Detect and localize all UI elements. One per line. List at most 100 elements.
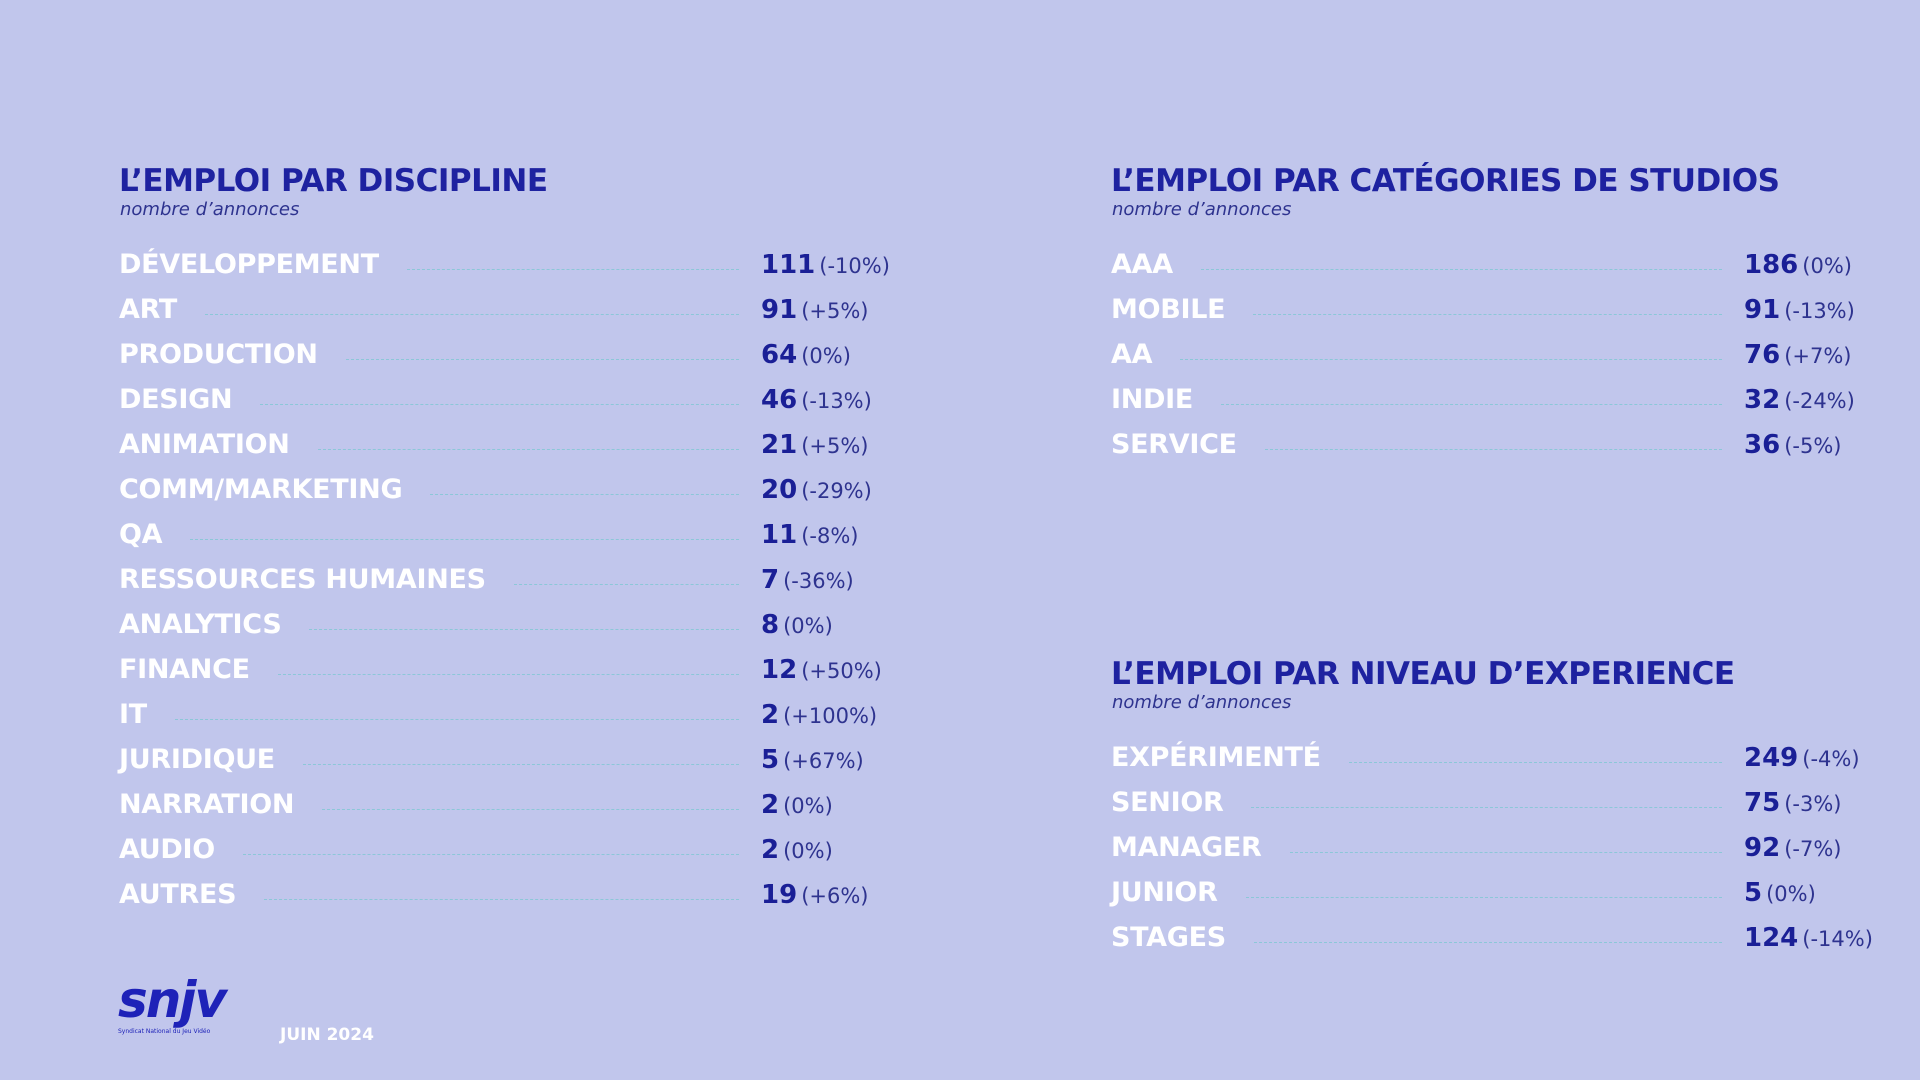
row-value: 32 (-24%) <box>1744 383 1855 420</box>
row-change: (+50%) <box>801 659 882 683</box>
leader-line <box>309 629 739 630</box>
discipline-title: L’EMPLOI PAR DISCIPLINE <box>119 163 548 199</box>
row-value: 5 (0%) <box>1744 876 1816 913</box>
row-value: 12 (+50%) <box>761 653 882 690</box>
leader-line <box>175 719 739 720</box>
table-row: AAA 186 (0%) <box>1111 248 1891 293</box>
row-change: (0%) <box>1802 254 1852 278</box>
row-change: (-5%) <box>1784 434 1842 458</box>
row-count: 11 <box>761 520 798 550</box>
row-label: INDIE <box>1111 384 1194 415</box>
row-label: IT <box>119 699 147 730</box>
table-row: PRODUCTION 64 (0%) <box>119 338 879 383</box>
table-row: AUTRES 19 (+6%) <box>119 878 879 923</box>
row-value: 2 (0%) <box>761 833 833 870</box>
row-label: EXPÉRIMENTÉ <box>1111 742 1321 773</box>
row-count: 32 <box>1744 385 1781 415</box>
row-change: (+67%) <box>783 749 864 773</box>
discipline-subtitle: nombre d’annonces <box>120 199 300 220</box>
row-label: MOBILE <box>1111 294 1226 325</box>
leader-line <box>514 584 739 585</box>
row-value: 76 (+7%) <box>1744 338 1851 375</box>
leader-line <box>1265 449 1722 450</box>
leader-line <box>407 269 739 270</box>
row-label: AUTRES <box>119 879 237 910</box>
studios-rows: AAA 186 (0%) MOBILE 91 (-13%) AA 76 (+7%) INDIE 32… <box>1111 248 1891 473</box>
row-change: (-10%) <box>819 254 890 278</box>
table-row: EXPÉRIMENTÉ 249 (-4%) <box>1111 741 1891 786</box>
row-label: RESSOURCES HUMAINES <box>119 564 486 595</box>
row-label: PRODUCTION <box>119 339 318 370</box>
row-label: MANAGER <box>1111 832 1262 863</box>
row-value: 2 (0%) <box>761 788 833 825</box>
leader-line <box>430 494 739 495</box>
row-value: 8 (0%) <box>761 608 833 645</box>
table-row: JURIDIQUE 5 (+67%) <box>119 743 879 788</box>
row-value: 36 (-5%) <box>1744 428 1841 465</box>
row-value: 91 (-13%) <box>1744 293 1855 330</box>
row-change: (+100%) <box>783 704 878 728</box>
row-count: 12 <box>761 655 798 685</box>
leader-line <box>1290 852 1722 853</box>
leader-line <box>318 449 739 450</box>
table-row: STAGES 124 (-14%) <box>1111 921 1891 966</box>
leader-line <box>1254 942 1722 943</box>
row-count: 91 <box>1744 295 1781 325</box>
row-label: QA <box>119 519 163 550</box>
leader-line <box>1221 404 1722 405</box>
row-label: ART <box>119 294 177 325</box>
table-row: AUDIO 2 (0%) <box>119 833 879 878</box>
row-label: AA <box>1111 339 1153 370</box>
leader-line <box>1349 762 1722 763</box>
row-value: 249 (-4%) <box>1744 741 1860 778</box>
row-label: ANIMATION <box>119 429 290 460</box>
table-row: COMM/MARKETING 20 (-29%) <box>119 473 879 518</box>
leader-line <box>260 404 739 405</box>
leader-line <box>243 854 739 855</box>
row-change: (-29%) <box>801 479 872 503</box>
row-count: 64 <box>761 340 798 370</box>
row-change: (-7%) <box>1784 837 1842 861</box>
row-change: (0%) <box>1766 882 1816 906</box>
row-value: 186 (0%) <box>1744 248 1852 285</box>
experience-title: L’EMPLOI PAR NIVEAU D’EXPERIENCE <box>1111 656 1735 692</box>
row-label: ANALYTICS <box>119 609 282 640</box>
row-change: (-13%) <box>801 389 872 413</box>
row-count: 2 <box>761 835 780 865</box>
leader-line <box>322 809 739 810</box>
row-value: 64 (0%) <box>761 338 851 375</box>
table-row: IT 2 (+100%) <box>119 698 879 743</box>
row-value: 5 (+67%) <box>761 743 864 780</box>
table-row: NARRATION 2 (0%) <box>119 788 879 833</box>
row-value: 92 (-7%) <box>1744 831 1841 868</box>
row-label: DESIGN <box>119 384 233 415</box>
studios-section: L’EMPLOI PAR CATÉGORIES DE STUDIOS nombr… <box>1111 163 1891 473</box>
row-count: 91 <box>761 295 798 325</box>
experience-section: L’EMPLOI PAR NIVEAU D’EXPERIENCE nombre … <box>1111 656 1891 966</box>
row-count: 5 <box>1744 878 1763 908</box>
row-value: 46 (-13%) <box>761 383 872 420</box>
row-value: 11 (-8%) <box>761 518 858 555</box>
table-row: QA 11 (-8%) <box>119 518 879 563</box>
table-row: JUNIOR 5 (0%) <box>1111 876 1891 921</box>
table-row: ANIMATION 21 (+5%) <box>119 428 879 473</box>
row-value: 75 (-3%) <box>1744 786 1841 823</box>
snjv-logo: snjv Syndicat National du Jeu Vidéo <box>118 975 227 1035</box>
row-value: 7 (-36%) <box>761 563 854 600</box>
table-row: ANALYTICS 8 (0%) <box>119 608 879 653</box>
row-change: (-8%) <box>801 524 859 548</box>
table-row: RESSOURCES HUMAINES 7 (-36%) <box>119 563 879 608</box>
row-value: 91 (+5%) <box>761 293 868 330</box>
discipline-rows: DÉVELOPPEMENT 111 (-10%) ART 91 (+5%) PRODUCTI… <box>119 248 890 923</box>
row-label: COMM/MARKETING <box>119 474 403 505</box>
row-count: 2 <box>761 790 780 820</box>
table-row: ART 91 (+5%) <box>119 293 879 338</box>
leader-line <box>303 764 739 765</box>
row-label: JUNIOR <box>1111 877 1218 908</box>
table-row: MOBILE 91 (-13%) <box>1111 293 1891 338</box>
row-change: (+5%) <box>801 299 869 323</box>
report-date: JUIN 2024 <box>280 1025 374 1045</box>
leader-line <box>205 314 739 315</box>
row-count: 7 <box>761 565 780 595</box>
row-label: FINANCE <box>119 654 250 685</box>
